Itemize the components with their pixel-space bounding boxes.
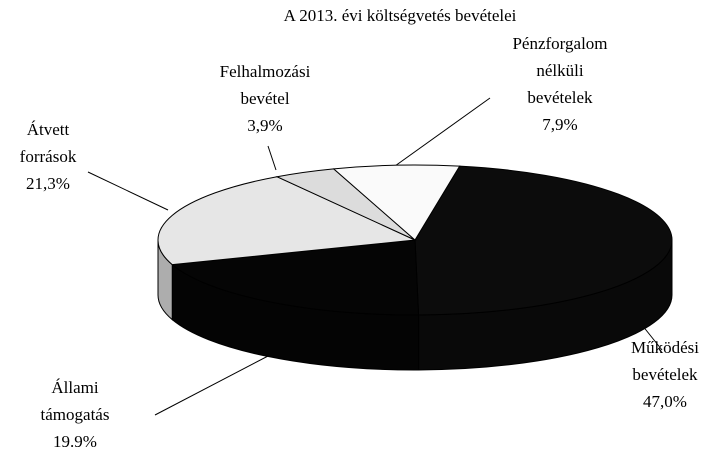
chart-title: A 2013. évi költségvetés bevételei (283, 6, 517, 25)
category-label: Működési bevételek (631, 338, 699, 384)
value-label: 3,9% (247, 116, 283, 135)
slice-label: Átvett források 21,3% (0, 116, 123, 197)
category-label: Pénzforgalom nélküli bevételek (512, 34, 608, 107)
category-label: Állami támogatás (40, 378, 110, 424)
category-label: Átvett források (19, 120, 77, 166)
pie-slice (332, 164, 461, 241)
slice-label: Pénzforgalom nélküli bevételek 7,9% (485, 30, 635, 138)
slice-label: Állami támogatás 19.9% (0, 374, 150, 455)
leader-line (87, 171, 169, 211)
slice-label: Működési bevételek 47,0% (590, 334, 723, 415)
leader-line (267, 145, 277, 171)
category-label: Felhalmozási bevétel (219, 62, 311, 108)
slice-label: Felhalmozási bevétel 3,9% (190, 58, 340, 139)
value-label: 47,0% (643, 392, 687, 411)
value-label: 21,3% (26, 174, 70, 193)
leader-line (154, 354, 271, 416)
pie-slice (157, 176, 417, 266)
pie-slice (414, 165, 673, 316)
value-label: 7,9% (542, 115, 578, 134)
pie (157, 164, 673, 371)
leader-line (394, 97, 491, 167)
value-label: 19.9% (53, 432, 97, 451)
